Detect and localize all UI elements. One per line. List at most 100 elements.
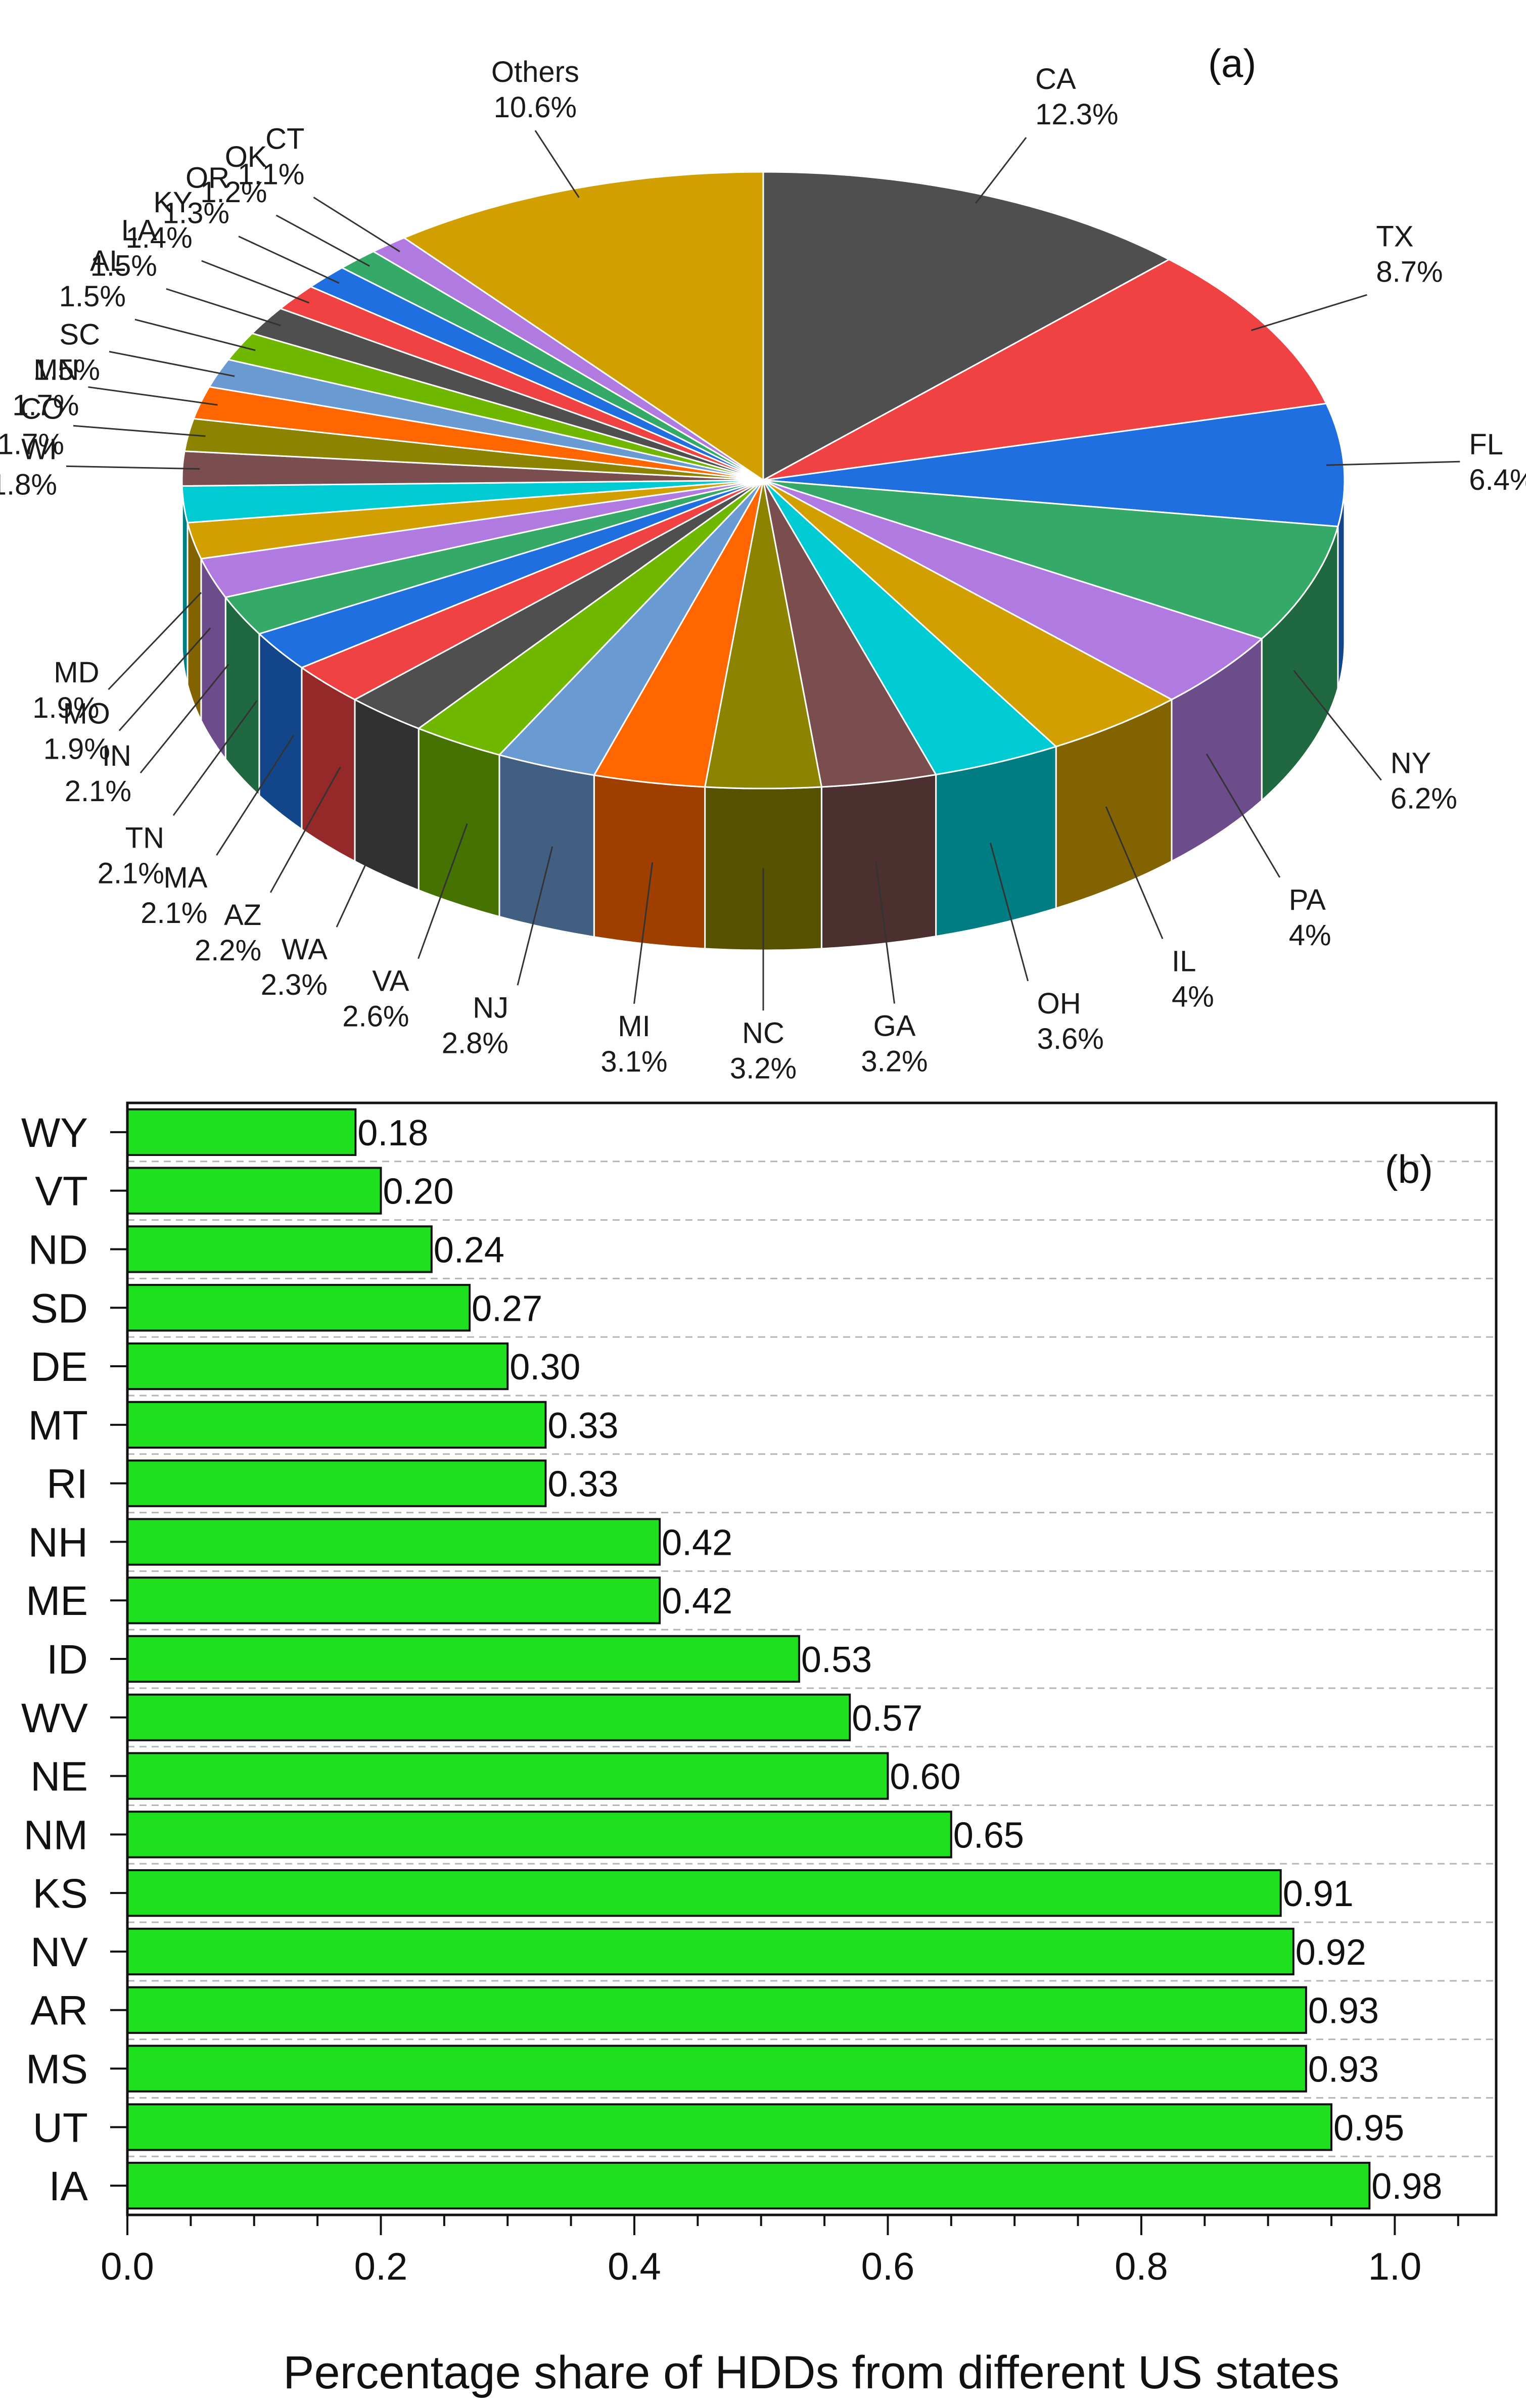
panel-label-b: (b) bbox=[1385, 1147, 1433, 1191]
bar-value-nd: 0.24 bbox=[434, 1230, 504, 1271]
pie-label-ma: MA bbox=[163, 861, 207, 894]
pie-value-ny: 6.2% bbox=[1391, 782, 1457, 815]
pie-side-mi bbox=[593, 774, 706, 950]
category-label-ms: MS bbox=[26, 2047, 88, 2093]
pie-value-mn: 1.7% bbox=[12, 389, 79, 422]
bar-mt bbox=[126, 1401, 547, 1449]
category-label-nm: NM bbox=[23, 1812, 88, 1858]
pie-label-il: IL bbox=[1172, 945, 1196, 978]
pie-label-ca: CA bbox=[1035, 63, 1076, 96]
pie-label-wa: WA bbox=[282, 933, 328, 966]
pie-label-co: CO bbox=[20, 392, 64, 425]
pie-label-tn: TN bbox=[125, 821, 164, 854]
pie-label-or: OR bbox=[186, 162, 229, 195]
x-tick-label: 0.8 bbox=[1115, 2245, 1168, 2288]
pie-label-md: MD bbox=[54, 656, 99, 689]
x-tick-label: 0.0 bbox=[101, 2245, 154, 2288]
pie-label-others: Others bbox=[491, 56, 579, 88]
bar-de bbox=[126, 1342, 509, 1391]
pie-value-ca: 12.3% bbox=[1035, 98, 1118, 131]
pie-slice-pa bbox=[763, 479, 1264, 701]
pie-leader-il bbox=[1105, 806, 1164, 939]
pie-side-wa bbox=[354, 698, 420, 892]
x-tick-label: 0.2 bbox=[354, 2245, 408, 2288]
category-label-ia: IA bbox=[49, 2163, 88, 2209]
pie-leader-ca bbox=[975, 137, 1027, 204]
pie-leader-ga bbox=[875, 862, 895, 1004]
pie-slice-il bbox=[762, 479, 1174, 748]
category-label-ne: NE bbox=[30, 1754, 88, 1800]
category-label-me: ME bbox=[26, 1578, 88, 1624]
pie-value-sc: 1.5% bbox=[33, 354, 100, 387]
pie-leader-ky bbox=[201, 260, 310, 304]
pie-value-va: 2.6% bbox=[342, 1000, 409, 1033]
pie-label-pa: PA bbox=[1289, 884, 1326, 916]
category-label-sd: SD bbox=[30, 1285, 88, 1331]
pie-slice-mi bbox=[592, 480, 764, 788]
pie-value-ga: 3.2% bbox=[861, 1045, 928, 1078]
pie-value-in: 2.1% bbox=[65, 775, 131, 808]
pie-leader-tn bbox=[172, 700, 258, 816]
pie-slice-az bbox=[300, 479, 764, 701]
bar-value-de: 0.30 bbox=[510, 1347, 580, 1387]
category-label-de: DE bbox=[30, 1344, 88, 1390]
pie-value-mi: 3.1% bbox=[600, 1045, 667, 1078]
pie-leader-va bbox=[418, 823, 468, 959]
pie-label-nj: NJ bbox=[473, 991, 508, 1024]
pie-value-oh: 3.6% bbox=[1037, 1023, 1104, 1055]
pie-value-ct: 1.1% bbox=[238, 158, 304, 191]
pie-slice-tn bbox=[224, 479, 764, 635]
pie-label-ny: NY bbox=[1391, 747, 1431, 780]
pie-leader-ok bbox=[275, 214, 370, 267]
bar-gridlines bbox=[127, 1161, 1496, 2157]
bar-vt bbox=[126, 1167, 382, 1215]
pie-side-va bbox=[418, 727, 500, 918]
bar-nv bbox=[126, 1927, 1294, 1976]
pie-leader-mi bbox=[633, 862, 654, 1004]
pie-value-al: 1.5% bbox=[59, 280, 126, 313]
pie-value-fl: 6.4% bbox=[1469, 464, 1526, 496]
category-label-vt: VT bbox=[35, 1169, 88, 1215]
pie-slice-va bbox=[417, 479, 764, 756]
pie-label-nc: NC bbox=[742, 1016, 784, 1049]
pie-leader-co bbox=[73, 425, 206, 437]
bar-nd bbox=[126, 1225, 433, 1273]
pie-slice-in bbox=[200, 479, 764, 598]
category-label-id: ID bbox=[47, 1637, 88, 1683]
pie-slice-ny bbox=[763, 479, 1339, 640]
pie-slice-md bbox=[181, 479, 764, 524]
x-tick-label: 0.6 bbox=[861, 2245, 915, 2288]
plot-frame bbox=[126, 1101, 1498, 2216]
pie-slice-ga bbox=[762, 480, 938, 788]
pie-label-az: AZ bbox=[224, 899, 261, 932]
pie-top-slices bbox=[181, 171, 1346, 790]
bar-axes: WY VT ND SD DE MT RI NH ME ID WV NE NM KS NV AR MS UT IA 0.… bbox=[21, 1101, 1498, 2288]
pie-side-oh bbox=[935, 745, 1057, 938]
pie-label-in: IN bbox=[102, 739, 131, 772]
pie-value-wi: 1.8% bbox=[0, 468, 57, 501]
pie-slice-wa bbox=[353, 479, 764, 729]
pie-leader-tx bbox=[1251, 294, 1367, 332]
pie-slice-oh bbox=[762, 479, 1058, 776]
pie-leader-oh bbox=[989, 843, 1029, 982]
pie-value-la: 1.5% bbox=[90, 250, 157, 283]
bar-ne bbox=[126, 1752, 889, 1800]
bar-value-ut: 0.95 bbox=[1333, 2108, 1404, 2148]
pie-leader-ny bbox=[1293, 670, 1382, 781]
pie-label-ok: OK bbox=[225, 141, 267, 173]
bar-ms bbox=[126, 2045, 1307, 2093]
bar-sd bbox=[126, 1284, 471, 1332]
category-label-nh: NH bbox=[28, 1519, 88, 1565]
pie-leader-pa bbox=[1206, 753, 1281, 878]
pie-side-nj bbox=[498, 754, 595, 938]
pie-leader-la bbox=[166, 288, 281, 327]
pie-side-ga bbox=[820, 773, 937, 950]
pie-leader-in bbox=[140, 664, 229, 774]
bar-value-ne: 0.60 bbox=[890, 1757, 960, 1797]
pie-labels: CA12.3%TX8.7%FL6.4%NY6.2%PA4%IL4%OH3.6%G… bbox=[0, 56, 1526, 1085]
category-label-nv: NV bbox=[30, 1929, 88, 1975]
pie-label-ga: GA bbox=[873, 1009, 916, 1042]
pie-leader-az bbox=[269, 766, 341, 893]
bar-value-sd: 0.27 bbox=[472, 1288, 542, 1329]
